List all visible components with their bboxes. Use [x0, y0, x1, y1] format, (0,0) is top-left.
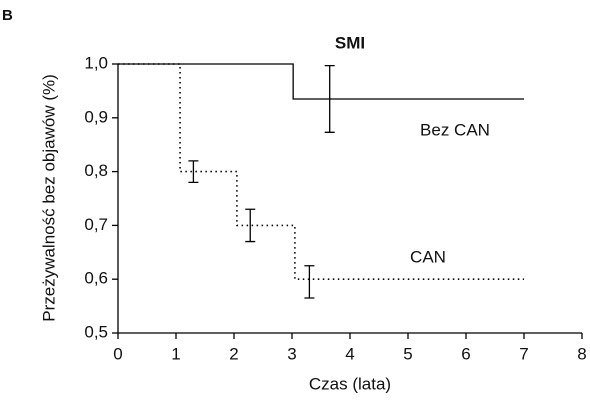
x-tick-label: 8: [577, 344, 586, 363]
x-tick-label: 5: [403, 344, 412, 363]
error-bar: [245, 208, 256, 243]
y-tick-label: 1,0: [84, 53, 108, 72]
y-axis-label: Przeżywalność bez objawów (%): [39, 74, 58, 322]
x-axis-label: Czas (lata): [309, 374, 391, 393]
y-tick-label: 0,9: [84, 107, 108, 126]
y-tick-label: 0,7: [84, 215, 108, 234]
x-tick-label: 2: [229, 344, 238, 363]
y-tick-label: 0,6: [84, 269, 108, 288]
survival-line: [118, 63, 524, 100]
error-bar: [188, 160, 199, 184]
survival-line: [118, 63, 524, 280]
x-tick-label: 6: [461, 344, 470, 363]
series-label: Bez CAN: [420, 120, 490, 139]
x-tick-label: 3: [287, 344, 296, 363]
x-tick-label: 1: [171, 344, 180, 363]
error-bar: [324, 64, 335, 133]
chart-title: SMI: [335, 33, 365, 52]
series-label: CAN: [410, 247, 446, 266]
y-tick-label: 0,5: [84, 322, 108, 341]
panel-label: B: [2, 7, 13, 24]
x-tick-label: 7: [519, 344, 528, 363]
y-tick-label: 0,8: [84, 161, 108, 180]
x-tick-label: 4: [345, 344, 354, 363]
error-bar: [304, 265, 315, 299]
x-tick-label: 0: [113, 344, 122, 363]
